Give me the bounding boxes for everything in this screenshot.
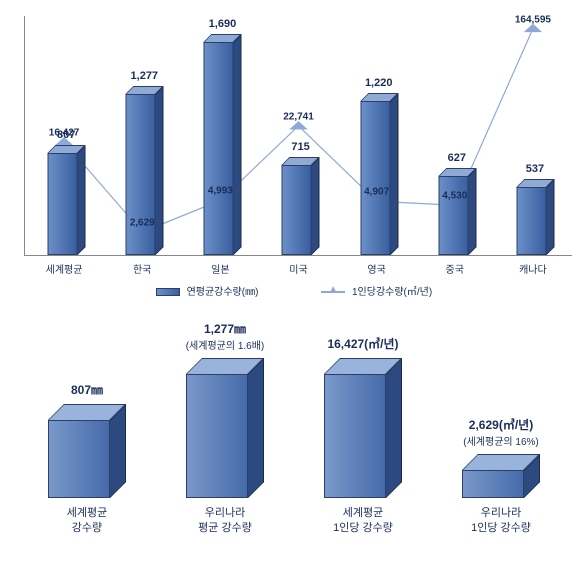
big-bar-xlabel: 세계평균강수량 [67, 506, 107, 536]
bar [48, 153, 78, 255]
bar-value-label: 537 [500, 163, 570, 175]
legend: 연평균강수량(㎜) 1인당강수량(㎥/년) [8, 283, 580, 298]
x-axis-label: 영국 [338, 255, 416, 276]
x-axis-label: 일본 [181, 255, 259, 276]
bar [204, 42, 234, 255]
big-bar [324, 374, 386, 498]
bar [282, 165, 312, 255]
big-bar-xlabel: 우리나라평균 강수량 [198, 506, 252, 536]
big-bar-label: 16,427(㎥/년) [327, 335, 398, 352]
bottom-bar-chart: 807㎜ 세계평균강수량 1,277㎜(세계평균의 1.6배) 우리나라평균 강수량 1… [8, 302, 580, 542]
top-combo-chart: 807세계평균16,4271,277한국2,6291,690일본4,993715… [8, 8, 580, 298]
big-bar-xlabel: 세계평균1인당 강수량 [333, 506, 393, 536]
bar [438, 176, 468, 255]
bar-value-label: 1,220 [344, 77, 414, 89]
bar [360, 101, 390, 255]
big-bar-label: 807㎜ [71, 381, 103, 398]
legend-line-swatch [321, 291, 345, 293]
x-axis-label: 미국 [259, 255, 337, 276]
big-bar-xlabel: 우리나라1인당 강수량 [471, 506, 531, 536]
legend-line-label: 1인당강수량(㎥/년) [352, 287, 432, 298]
line-value-label: 164,595 [515, 14, 551, 25]
big-bar [48, 420, 110, 498]
x-axis-label: 한국 [103, 255, 181, 276]
bar [126, 94, 156, 255]
x-axis-label: 캐나다 [494, 255, 572, 276]
big-bar [462, 470, 524, 498]
line-value-label: 2,629 [130, 218, 155, 229]
top-plot-area: 807세계평균16,4271,277한국2,6291,690일본4,993715… [24, 16, 572, 256]
line-value-label: 4,907 [364, 187, 389, 198]
big-bar-label: 2,629(㎥/년)(세계평균의 16%) [463, 416, 538, 448]
bar-value-label: 627 [422, 152, 492, 164]
bar-value-label: 1,690 [187, 18, 257, 30]
bottom-plot-area: 807㎜세계평균강수량1,277㎜(세계평균의 1.6배)우리나라평균 강수량1… [18, 308, 570, 498]
line-value-label: 16,427 [49, 128, 80, 139]
x-axis-label: 중국 [416, 255, 494, 276]
x-axis-label: 세계평균 [25, 255, 103, 276]
legend-line: 1인당강수량(㎥/년) [321, 283, 432, 298]
bar-value-label: 715 [266, 141, 336, 153]
line-value-label: 4,530 [442, 191, 467, 202]
line-value-label: 22,741 [283, 112, 314, 123]
line-value-label: 4,993 [208, 186, 233, 197]
big-bar-label: 1,277㎜(세계평균의 1.6배) [186, 320, 265, 352]
bar [516, 187, 546, 255]
bar-value-label: 1,277 [109, 70, 179, 82]
legend-bar-swatch [156, 288, 180, 296]
legend-bar-label: 연평균강수량(㎜) [187, 287, 259, 298]
big-bar [186, 374, 248, 498]
legend-bar: 연평균강수량(㎜) [156, 283, 259, 298]
